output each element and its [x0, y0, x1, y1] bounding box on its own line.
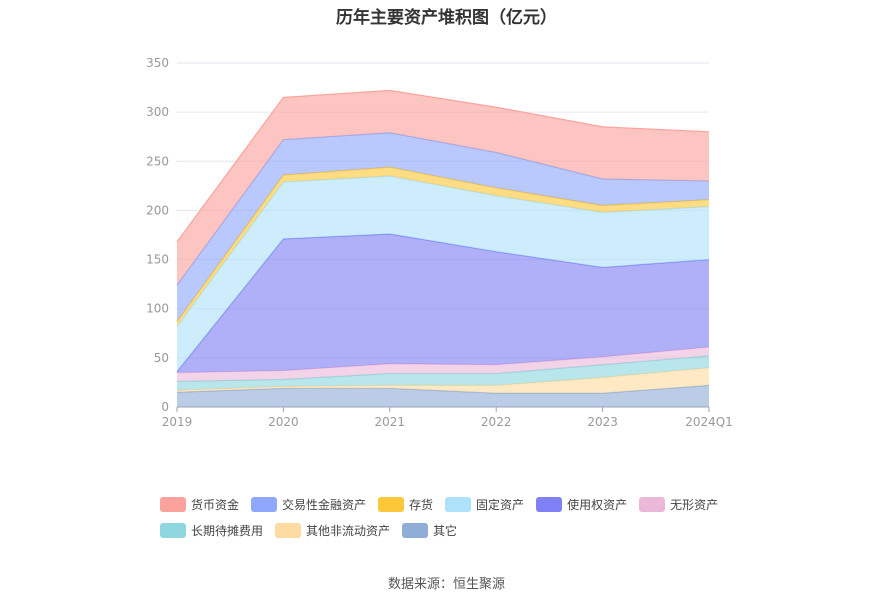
legend-swatch — [160, 496, 186, 512]
y-tick-label: 200 — [146, 203, 169, 217]
legend-item[interactable]: 使用权资产 — [536, 496, 627, 512]
y-tick-label: 150 — [146, 253, 169, 267]
y-tick-label: 300 — [146, 105, 169, 119]
y-tick-label: 250 — [146, 154, 169, 168]
legend-label: 货币资金 — [191, 497, 240, 512]
legend-label: 固定资产 — [476, 497, 525, 512]
data-source-note: 数据来源：恒生聚源 — [387, 577, 505, 592]
legend-swatch — [639, 496, 666, 512]
legend-label: 其他非流动资产 — [306, 523, 391, 538]
x-tick-label: 2024Q1 — [685, 415, 733, 429]
legend-swatch — [445, 496, 472, 512]
legend-swatch — [251, 496, 278, 512]
legend-item[interactable]: 长期待摊费用 — [160, 522, 263, 538]
x-tick-label: 2020 — [268, 415, 299, 429]
area-series-0 — [177, 385, 709, 407]
legend-swatch — [536, 496, 563, 512]
legend-label: 其它 — [433, 523, 458, 538]
x-tick-label: 2022 — [481, 415, 512, 429]
legend-item[interactable]: 货币资金 — [160, 496, 239, 512]
legend-label: 使用权资产 — [567, 497, 628, 512]
legend-swatch — [275, 522, 302, 538]
legend-item[interactable]: 其他非流动资产 — [275, 522, 390, 538]
area-series-2 — [177, 355, 709, 391]
legend-item[interactable]: 交易性金融资产 — [251, 496, 366, 512]
y-tick-label: 0 — [161, 400, 169, 414]
stacked-area-chart: 0 50 100 150 200 250 300 350 2019 2020 2021 2022 202… — [146, 56, 733, 429]
y-tick-label: 100 — [146, 302, 169, 316]
legend-item[interactable]: 其它 — [402, 522, 457, 538]
legend-item[interactable]: 存货 — [378, 496, 433, 512]
y-tick-label: 50 — [154, 351, 169, 365]
legend-item[interactable]: 无形资产 — [639, 496, 718, 512]
area-series-4 — [177, 234, 709, 373]
area-series-6 — [177, 167, 709, 327]
x-tick-label: 2021 — [375, 415, 406, 429]
area-layer — [176, 89, 710, 407]
x-tick-label: 2023 — [587, 415, 618, 429]
legend-swatch — [378, 496, 405, 512]
axis-layer: 0 50 100 150 200 250 300 350 2019 2020 2021 2022 202… — [146, 56, 733, 429]
legend-label: 长期待摊费用 — [191, 523, 264, 538]
legend-swatch — [160, 522, 186, 538]
legend-item[interactable]: 固定资产 — [445, 496, 524, 512]
chart-title: 历年主要资产堆积图（亿元） — [336, 8, 557, 28]
area-series-1 — [177, 367, 709, 394]
area-series-5 — [177, 176, 709, 372]
x-tick-label: 2019 — [162, 415, 193, 429]
legend: 货币资金 交易性金融资产 存货 固定资产 使用权资产 无形资产长期待摊费用 其他非流动资产 其… — [160, 496, 760, 538]
area-series-8 — [177, 90, 709, 286]
y-tick-label: 350 — [146, 56, 169, 70]
series-line-8 — [176, 89, 710, 243]
legend-label: 存货 — [409, 497, 434, 512]
area-series-7 — [177, 132, 709, 322]
legend-swatch — [402, 522, 429, 538]
legend-label: 无形资产 — [670, 497, 719, 512]
legend-label: 交易性金融资产 — [282, 497, 367, 512]
